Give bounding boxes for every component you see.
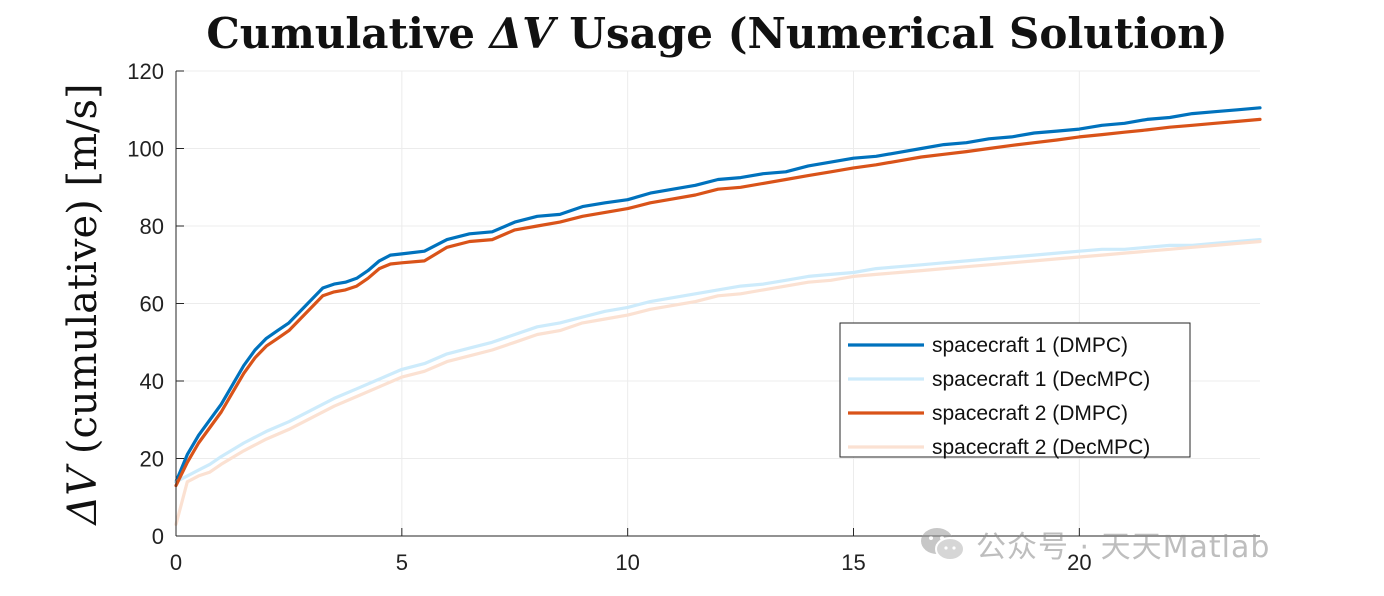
legend-label-3: spacecraft 2 (DMPC) (932, 402, 1128, 425)
x-tick-label: 5 (396, 550, 408, 575)
x-tick-label: 10 (615, 550, 639, 575)
series-line-1 (174, 106, 1262, 484)
wechat-icon (921, 528, 965, 561)
series-line-4 (174, 239, 1262, 527)
legend-label-4: spacecraft 2 (DecMPC) (932, 436, 1150, 459)
grid-layer (175, 70, 1260, 537)
chart-title: Cumulative ΔV Usage (Numerical Solution) (206, 9, 1227, 58)
y-axis-label-suffix: (cumulative) [m/s] (60, 83, 106, 466)
y-tick-label: 60 (140, 292, 164, 317)
y-tick-label: 20 (140, 447, 164, 472)
y-axis-label-symbol: ΔV (60, 463, 106, 527)
y-tick-label: 0 (152, 524, 164, 549)
y-axis-label: ΔV (cumulative) [m/s] (60, 83, 106, 526)
y-tick-label: 100 (127, 137, 164, 162)
watermark: 公众号 · 天天Matlab (918, 522, 1270, 566)
y-tick-label: 80 (140, 214, 164, 239)
chart-title-prefix: Cumulative (206, 9, 489, 58)
legend-items: spacecraft 1 (DMPC) spacecraft 1 (DecMPC)… (848, 334, 1150, 459)
tick-labels: 0 5 10 15 20 0 20 40 60 80 100 120 (127, 59, 1091, 575)
y-tick-label: 120 (127, 59, 164, 84)
axes-layer (175, 70, 1260, 537)
chart-title-suffix: Usage (Numerical Solution) (555, 9, 1228, 58)
legend-label-2: spacecraft 1 (DecMPC) (932, 368, 1150, 391)
series-layer (174, 106, 1262, 527)
x-tick-label: 15 (841, 550, 865, 575)
legend: spacecraft 1 (DMPC) spacecraft 1 (DecMPC)… (839, 322, 1191, 459)
x-tick-label: 0 (170, 550, 182, 575)
legend-label-1: spacecraft 1 (DMPC) (932, 334, 1128, 357)
chart-title-symbol: ΔV (488, 9, 560, 58)
series-line-2 (174, 238, 1262, 484)
x-tick-label: 20 (1067, 550, 1091, 575)
watermark-text: 公众号 · 天天Matlab (976, 530, 1271, 565)
series-line-3 (174, 117, 1262, 488)
y-tick-label: 40 (140, 369, 164, 394)
